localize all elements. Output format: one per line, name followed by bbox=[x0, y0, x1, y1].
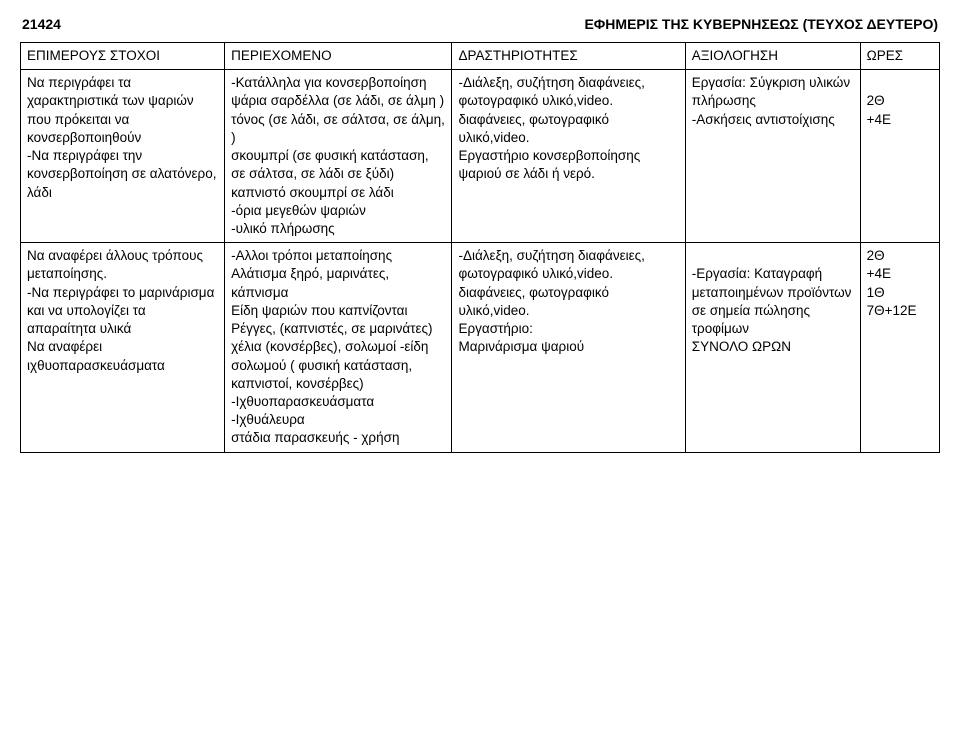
curriculum-table: ΕΠΙΜΕΡΟΥΣ ΣΤΟΧΟΙ ΠΕΡΙΕΧΟΜΕΝΟ ΔΡΑΣΤΗΡΙΟΤΗ… bbox=[20, 42, 940, 453]
table-row: Να περιγράφει τα χαρακτηριστικά των ψαρι… bbox=[21, 70, 940, 243]
col-content: ΠΕΡΙΕΧΟΜΕΝΟ bbox=[225, 43, 452, 70]
cell-assessment: -Εργασία: Καταγραφή μεταποιημένων προϊόν… bbox=[685, 243, 860, 452]
page-header: 21424 ΕΦΗΜΕΡΙΣ ΤΗΣ ΚΥΒΕΡΝΗΣΕΩΣ (ΤΕΥΧΟΣ Δ… bbox=[20, 16, 940, 32]
col-assessment: ΑΞΙΟΛΟΓΗΣΗ bbox=[685, 43, 860, 70]
table-row: Να αναφέρει άλλους τρόπους μεταποίησης.-… bbox=[21, 243, 940, 452]
cell-goals: Να περιγράφει τα χαρακτηριστικά των ψαρι… bbox=[21, 70, 225, 243]
cell-content: -Κατάλληλα για κονσερβοποίηση ψάρια σαρδ… bbox=[225, 70, 452, 243]
cell-assessment: Εργασία: Σύγκριση υλικών πλήρωσης-Ασκήσε… bbox=[685, 70, 860, 243]
cell-hours: 2Θ+4Ε1Θ7Θ+12Ε bbox=[860, 243, 939, 452]
col-hours: ΩΡΕΣ bbox=[860, 43, 939, 70]
cell-content: -Αλλοι τρόποι μεταποίησηςΑλάτισμα ξηρό, … bbox=[225, 243, 452, 452]
cell-goals: Να αναφέρει άλλους τρόπους μεταποίησης.-… bbox=[21, 243, 225, 452]
cell-activities: -Διάλεξη, συζήτηση διαφάνειες, φωτογραφι… bbox=[452, 243, 685, 452]
col-goals: ΕΠΙΜΕΡΟΥΣ ΣΤΟΧΟΙ bbox=[21, 43, 225, 70]
page-title: ΕΦΗΜΕΡΙΣ ΤΗΣ ΚΥΒΕΡΝΗΣΕΩΣ (ΤΕΥΧΟΣ ΔΕΥΤΕΡΟ… bbox=[584, 16, 938, 32]
cell-hours: 2Θ+4Ε bbox=[860, 70, 939, 243]
col-activities: ΔΡΑΣΤΗΡΙΟΤΗΤΕΣ bbox=[452, 43, 685, 70]
table-header-row: ΕΠΙΜΕΡΟΥΣ ΣΤΟΧΟΙ ΠΕΡΙΕΧΟΜΕΝΟ ΔΡΑΣΤΗΡΙΟΤΗ… bbox=[21, 43, 940, 70]
page-number: 21424 bbox=[22, 16, 61, 32]
cell-activities: -Διάλεξη, συζήτηση διαφάνειες, φωτογραφι… bbox=[452, 70, 685, 243]
